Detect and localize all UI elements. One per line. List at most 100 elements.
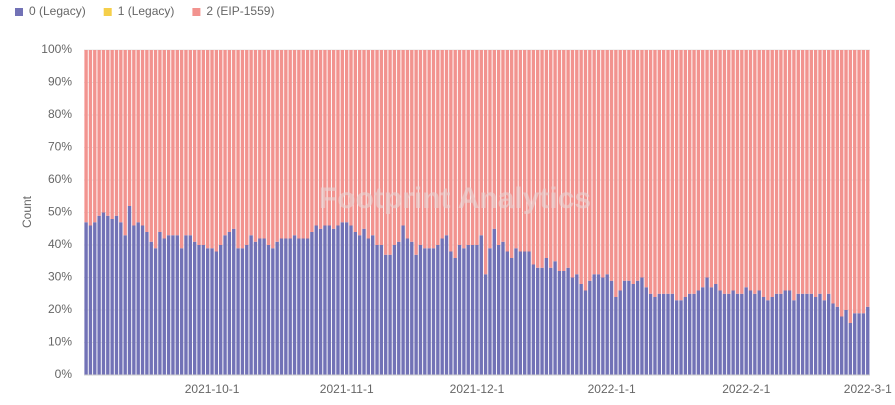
bar-segment (97, 50, 101, 216)
bar-segment (227, 50, 232, 232)
bar-segment (740, 293, 744, 375)
bar-segment (488, 50, 492, 249)
bar-segment (388, 254, 392, 375)
bar-segment (614, 50, 618, 297)
bar-segment (253, 241, 258, 375)
bar-segment (353, 232, 358, 375)
bar-segment (727, 50, 731, 294)
bar-segment (670, 293, 675, 375)
bar-segment (766, 300, 770, 375)
bar-segment (245, 245, 249, 375)
bar-segment (840, 316, 844, 375)
bar-segment (236, 248, 240, 375)
legend-label: 2 (EIP-1559) (206, 4, 274, 18)
bar-segment (674, 50, 679, 301)
legend-label: 0 (Legacy) (29, 4, 86, 18)
bar-segment (531, 264, 536, 375)
bar-segment (536, 50, 540, 268)
bar-segment (258, 50, 262, 239)
bar-segment (540, 267, 544, 375)
bar-segment (149, 241, 153, 375)
bar-segment (336, 50, 340, 226)
bar-segment (853, 313, 857, 375)
legend-label: 1 (Legacy) (118, 4, 175, 18)
bar-segment (479, 50, 483, 236)
bar-segment (688, 50, 692, 294)
x-tick-label: 2022-2-1 (722, 382, 770, 396)
bar-segment (735, 293, 740, 375)
bar-segment (661, 293, 666, 375)
bar-segment (640, 277, 644, 375)
bar-segment (826, 50, 831, 294)
bar-segment (88, 50, 93, 226)
bar-segment (579, 50, 583, 284)
bar-segment (822, 300, 827, 375)
bar-segment (197, 50, 201, 245)
bar-segment (414, 254, 418, 375)
bar-segment (201, 245, 206, 375)
bar-segment (562, 50, 566, 271)
bar-segment (132, 50, 136, 226)
bar-segment (93, 222, 97, 375)
bar-segment (505, 50, 510, 252)
bar-segment (288, 50, 292, 239)
bar-segment (844, 310, 848, 375)
bar-segment (84, 50, 88, 223)
bar-segment (440, 238, 444, 375)
bar-segment (549, 50, 553, 268)
bar-segment (175, 50, 179, 236)
bar-segment (787, 50, 792, 291)
bar-segment (401, 225, 405, 375)
y-tick-label: 90% (48, 75, 72, 89)
bar-segment (748, 290, 753, 375)
bar-segment (661, 50, 666, 294)
bar-segment (470, 245, 475, 375)
bar-segment (444, 50, 449, 236)
bar-segment (635, 50, 640, 281)
bar-segment (392, 245, 397, 375)
bar-segment (800, 293, 805, 375)
bar-segment (453, 50, 457, 258)
bar-segment (271, 248, 275, 375)
bar-segment (826, 293, 831, 375)
bar-segment (114, 215, 119, 375)
bar-segment (336, 225, 340, 375)
bar-segment (323, 50, 327, 226)
bar-segment (275, 50, 279, 242)
bar-segment (735, 50, 740, 294)
bar-segment (153, 50, 158, 249)
bar-segment (214, 50, 219, 252)
bar-segment (327, 225, 331, 375)
x-tick-label: 2022-1-1 (588, 382, 636, 396)
bar-segment (692, 293, 696, 375)
bar-segment (162, 50, 166, 239)
bar-segment (505, 251, 510, 375)
y-tick-label: 70% (48, 140, 72, 154)
y-tick-label: 10% (48, 335, 72, 349)
bar-segment (301, 50, 305, 239)
bar-segment (631, 50, 635, 284)
bar-segment (570, 277, 575, 375)
bar-segment (162, 238, 166, 375)
bar-segment (279, 50, 284, 239)
y-axis-label: Count (20, 195, 34, 228)
bar-segment (566, 267, 570, 375)
bar-segment (544, 50, 549, 258)
bar-segment (705, 277, 709, 375)
bar-segment (93, 50, 97, 223)
bar-segment (501, 241, 505, 375)
bar-segment (583, 290, 588, 375)
bar-segment (666, 293, 670, 375)
bar-segment (188, 50, 193, 236)
bar-segment (605, 50, 609, 275)
bar-segment (657, 50, 662, 294)
bar-segment (783, 50, 787, 291)
bar-segment (787, 290, 792, 375)
bar-segment (618, 290, 622, 375)
bar-segment (609, 280, 614, 375)
bar-segment (748, 50, 753, 291)
bar-segment (119, 222, 123, 375)
bar-segment (179, 248, 184, 375)
bar-segment (774, 293, 779, 375)
